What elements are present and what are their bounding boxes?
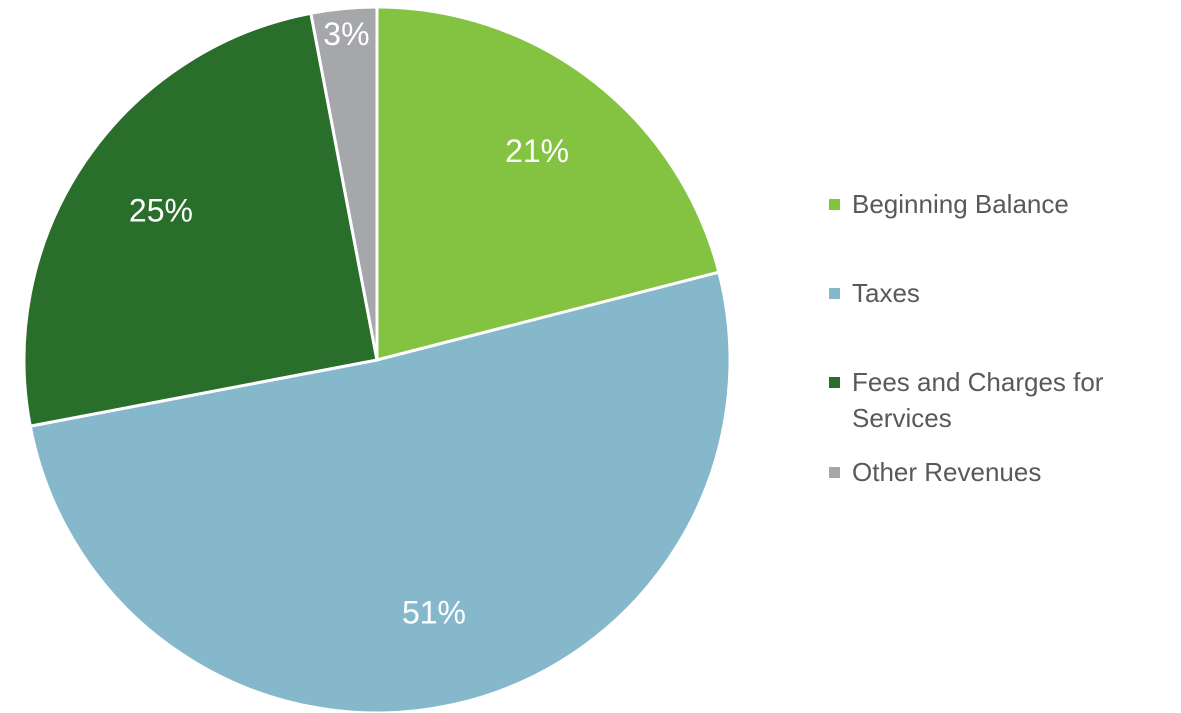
legend-item: Beginning Balance: [829, 186, 1132, 222]
legend-item: Fees and Charges for Services: [829, 364, 1132, 436]
data-label: 25%: [129, 193, 193, 229]
pie-slice: [309, 5, 379, 362]
pie-slice: [375, 5, 721, 362]
legend-item: Taxes: [829, 275, 1132, 311]
chart: 21% 51% 25% 3%: [22, 5, 732, 713]
legend-swatch: [829, 288, 840, 299]
data-label: 3%: [323, 16, 369, 52]
pie-slice: [22, 11, 379, 428]
data-label: 21%: [505, 133, 569, 169]
legend-swatch: [829, 467, 840, 478]
legend-item: Other Revenues: [829, 454, 1132, 490]
legend-swatch: [829, 377, 840, 388]
legend-label: Other Revenues: [852, 457, 1042, 487]
pie-slice: [28, 270, 732, 713]
data-label: 51%: [402, 594, 466, 630]
legend-label: Fees and Charges for Services: [852, 367, 1104, 433]
legend-label: Beginning Balance: [852, 189, 1069, 219]
legend-label: Taxes: [852, 278, 920, 308]
legend-swatch: [829, 199, 840, 210]
